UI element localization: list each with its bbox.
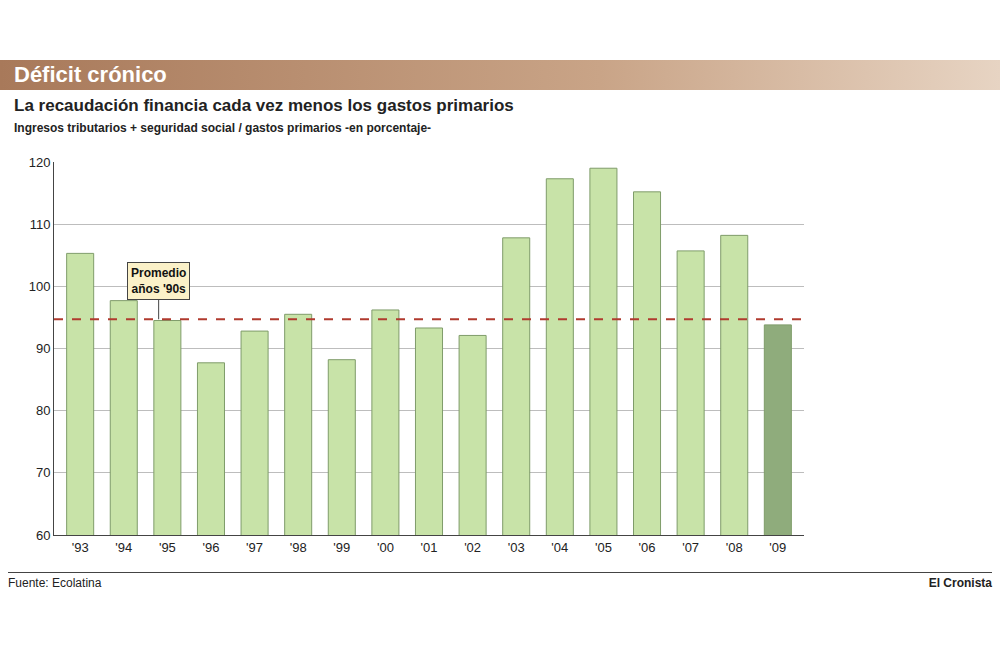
- svg-text:'08: '08: [726, 540, 743, 555]
- svg-text:'01: '01: [421, 540, 438, 555]
- svg-text:'06: '06: [639, 540, 656, 555]
- svg-text:'98: '98: [290, 540, 307, 555]
- svg-text:100: 100: [29, 279, 51, 294]
- svg-text:80: 80: [36, 403, 50, 418]
- svg-text:90: 90: [36, 341, 50, 356]
- svg-text:'02: '02: [464, 540, 481, 555]
- svg-text:'09: '09: [769, 540, 786, 555]
- svg-text:'99: '99: [333, 540, 350, 555]
- svg-text:'94: '94: [115, 540, 132, 555]
- html-text:Ingresos tributarios + segurid: Ingresos tributarios + seguridad social …: [14, 121, 432, 135]
- html-text:La recaudación financia cada v: La recaudación financia cada vez menos l…: [14, 96, 514, 115]
- html-text:El Cronista: El Cronista: [928, 576, 992, 590]
- svg-text:'00: '00: [377, 540, 394, 555]
- svg-text:120: 120: [29, 155, 51, 170]
- svg-text:'07: '07: [682, 540, 699, 555]
- svg-text:'03: '03: [508, 540, 525, 555]
- svg-text:Promedioaños '90s: Promedioaños '90s: [131, 266, 186, 296]
- html-text:Déficit crónico: Déficit crónico: [14, 62, 167, 87]
- svg-text:'96: '96: [203, 540, 220, 555]
- svg-text:'04: '04: [551, 540, 568, 555]
- svg-text:60: 60: [36, 528, 50, 543]
- svg-text:'93: '93: [72, 540, 89, 555]
- svg-text:'95: '95: [159, 540, 176, 555]
- svg-text:110: 110: [30, 217, 51, 232]
- svg-text:'97: '97: [246, 540, 263, 555]
- html-text:Fuente: Ecolatina: Fuente: Ecolatina: [8, 576, 102, 590]
- svg-text:70: 70: [36, 465, 50, 480]
- svg-text:'05: '05: [595, 540, 612, 555]
